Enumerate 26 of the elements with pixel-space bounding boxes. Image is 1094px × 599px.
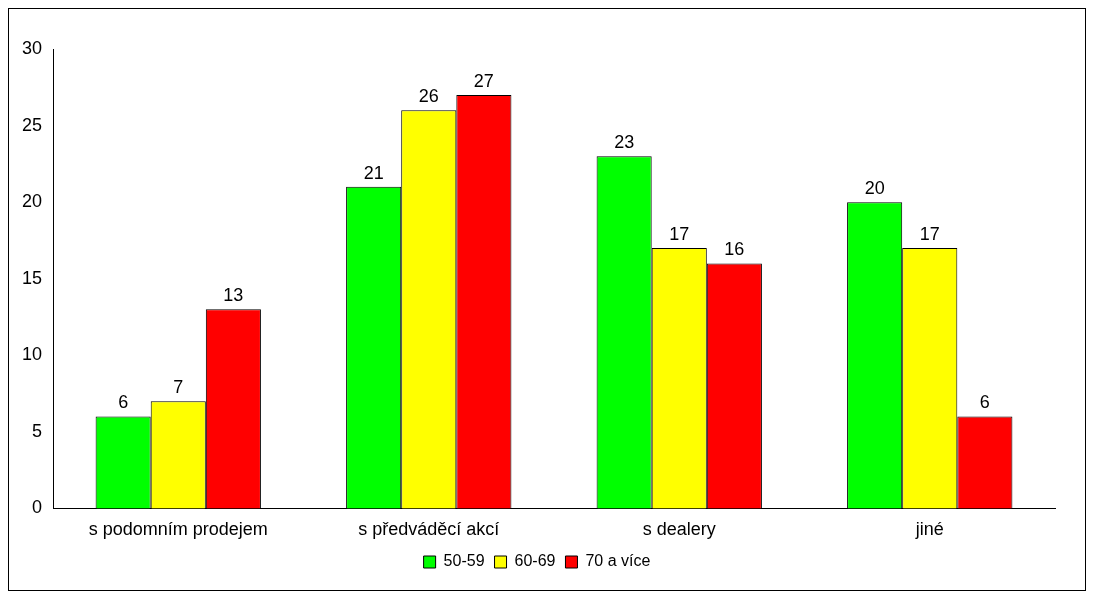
data-label: 21 — [363, 162, 384, 183]
x-tick-label: s předváděcí akcí — [358, 519, 500, 540]
data-label: 6 — [979, 392, 990, 413]
x-tick-label: jiné — [914, 519, 944, 540]
y-tick-label: 15 — [21, 267, 43, 288]
legend-label: 60-69 — [514, 552, 556, 570]
data-label: 20 — [864, 178, 885, 199]
y-tick-label: 25 — [21, 114, 43, 135]
x-tick-label: s podomním prodejem — [88, 519, 268, 540]
data-label: 23 — [614, 132, 635, 153]
y-tick-label: 0 — [32, 497, 43, 518]
data-label: 26 — [418, 86, 439, 107]
data-label: 16 — [724, 239, 745, 260]
data-label: 17 — [669, 224, 690, 245]
y-tick-label: 30 — [21, 37, 43, 58]
legend-label: 70 a více — [585, 552, 651, 570]
y-tick-label: 20 — [21, 191, 43, 212]
legend-label: 50-59 — [443, 552, 485, 570]
data-label: 17 — [919, 224, 940, 245]
x-tick-label: s dealery — [642, 519, 716, 540]
data-label: 13 — [223, 285, 244, 306]
data-label: 27 — [473, 70, 494, 91]
data-label: 6 — [118, 392, 129, 413]
y-tick-label: 10 — [21, 344, 43, 365]
y-tick-label: 5 — [32, 420, 43, 441]
data-label: 7 — [173, 377, 184, 398]
